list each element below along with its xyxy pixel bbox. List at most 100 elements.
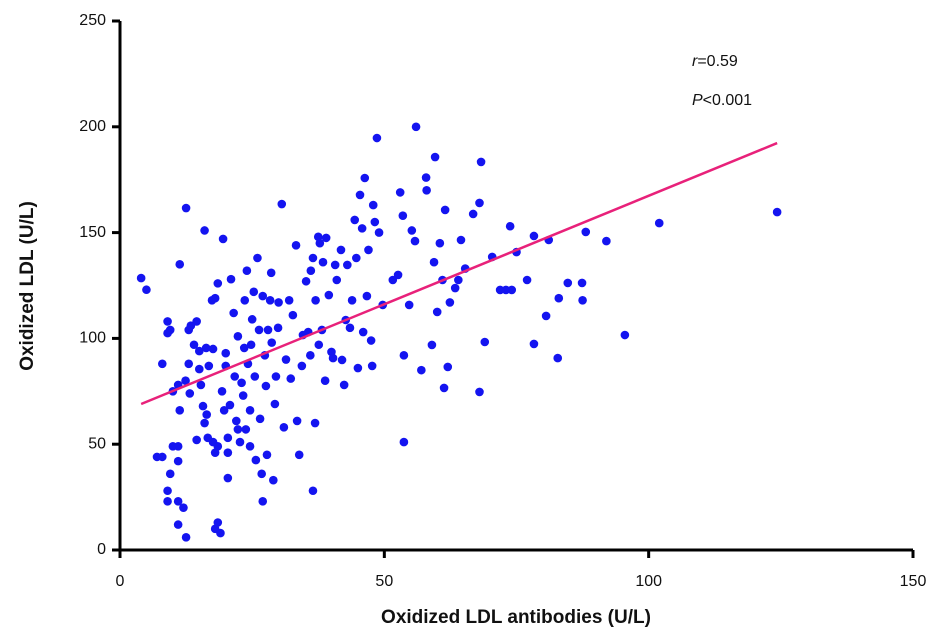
point bbox=[229, 308, 238, 318]
point bbox=[654, 218, 664, 228]
point bbox=[204, 361, 214, 371]
point bbox=[407, 226, 417, 235]
point bbox=[163, 328, 172, 338]
y-tick-label: 0 bbox=[97, 541, 106, 558]
point bbox=[189, 340, 199, 350]
x-tick-label: 150 bbox=[900, 573, 927, 590]
point bbox=[173, 520, 183, 529]
annotation-symbol: r bbox=[692, 53, 698, 70]
point bbox=[357, 224, 367, 233]
annotation-symbol: P bbox=[692, 92, 703, 109]
point bbox=[223, 473, 233, 483]
point bbox=[221, 348, 231, 358]
point bbox=[620, 330, 630, 340]
point bbox=[213, 279, 223, 288]
point bbox=[196, 380, 206, 390]
point bbox=[245, 406, 255, 415]
point bbox=[163, 497, 172, 506]
point bbox=[399, 437, 409, 447]
point bbox=[181, 533, 191, 542]
point bbox=[404, 300, 414, 310]
point bbox=[581, 227, 591, 237]
point bbox=[258, 291, 268, 301]
point bbox=[262, 450, 272, 460]
point bbox=[286, 374, 296, 383]
point bbox=[281, 355, 291, 364]
point bbox=[198, 401, 208, 411]
point bbox=[192, 317, 201, 326]
point bbox=[267, 338, 277, 347]
point bbox=[271, 372, 281, 381]
point bbox=[218, 234, 228, 244]
point bbox=[772, 207, 782, 217]
point bbox=[184, 359, 194, 369]
point bbox=[374, 228, 384, 237]
point bbox=[258, 497, 268, 506]
point bbox=[136, 273, 146, 283]
point bbox=[529, 339, 539, 349]
point bbox=[200, 418, 209, 428]
point bbox=[336, 245, 346, 255]
point bbox=[475, 387, 484, 397]
point bbox=[475, 198, 484, 208]
point bbox=[320, 376, 330, 386]
point bbox=[232, 416, 241, 426]
point bbox=[213, 442, 223, 451]
point bbox=[417, 365, 426, 375]
annotation-value: <0.001 bbox=[703, 92, 752, 109]
point bbox=[353, 363, 363, 373]
point bbox=[217, 387, 227, 396]
point bbox=[439, 383, 449, 393]
x-tick-label: 0 bbox=[116, 573, 125, 590]
point bbox=[332, 275, 342, 285]
point bbox=[395, 188, 405, 197]
point bbox=[273, 323, 283, 333]
point bbox=[350, 215, 360, 225]
point bbox=[266, 268, 276, 278]
point bbox=[249, 287, 259, 297]
point bbox=[181, 376, 190, 386]
point bbox=[291, 240, 301, 250]
point bbox=[370, 217, 380, 227]
point bbox=[421, 173, 431, 182]
y-tick-label: 250 bbox=[79, 12, 106, 29]
point bbox=[251, 455, 261, 465]
point bbox=[505, 221, 515, 231]
point bbox=[321, 233, 331, 243]
point bbox=[292, 416, 302, 426]
point bbox=[181, 203, 191, 213]
point bbox=[456, 235, 466, 245]
point bbox=[468, 209, 478, 219]
point bbox=[195, 346, 204, 356]
point bbox=[223, 433, 233, 443]
point bbox=[480, 337, 490, 347]
point bbox=[399, 351, 409, 360]
point bbox=[213, 518, 223, 527]
point bbox=[410, 236, 420, 246]
y-tick-label: 200 bbox=[79, 118, 106, 135]
point bbox=[247, 315, 257, 324]
point bbox=[314, 340, 324, 350]
point bbox=[274, 298, 283, 307]
y-tick-label: 150 bbox=[79, 224, 106, 241]
x-axis-title: Oxidized LDL antibodies (U/L) bbox=[381, 607, 651, 628]
point bbox=[250, 372, 260, 381]
point bbox=[242, 266, 252, 275]
point bbox=[541, 311, 551, 321]
point bbox=[364, 245, 373, 255]
point bbox=[175, 260, 185, 269]
point bbox=[310, 418, 320, 428]
point bbox=[450, 283, 460, 293]
point bbox=[208, 344, 218, 354]
point bbox=[301, 276, 311, 286]
point bbox=[223, 448, 233, 457]
point bbox=[179, 503, 188, 512]
point bbox=[239, 343, 249, 353]
point bbox=[294, 450, 304, 460]
point bbox=[454, 275, 463, 285]
point bbox=[440, 205, 450, 215]
point bbox=[311, 296, 320, 305]
point bbox=[553, 353, 563, 363]
point bbox=[261, 381, 271, 391]
